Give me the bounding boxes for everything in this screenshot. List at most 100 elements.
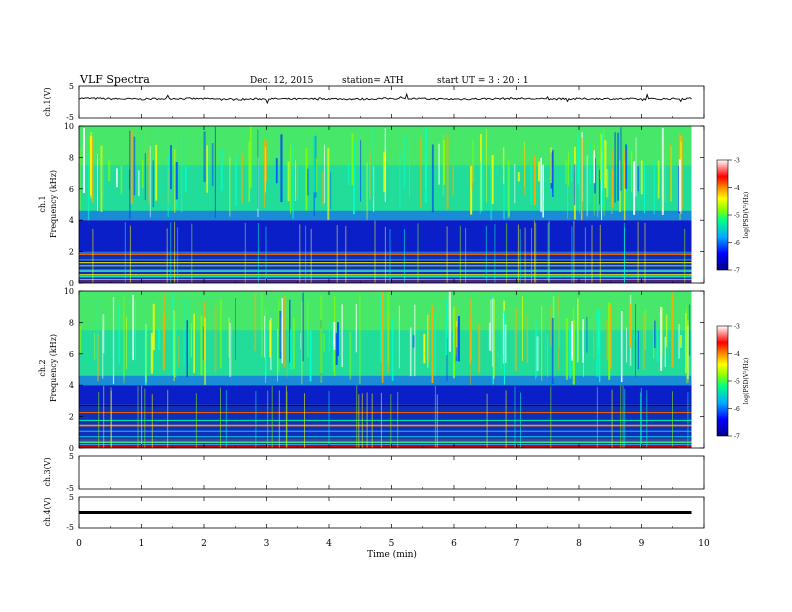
- spec-burst: [398, 305, 400, 369]
- spec-burst: [514, 164, 516, 204]
- spec-burst-low: [390, 393, 392, 448]
- spec-burst: [301, 300, 303, 385]
- spec-burst: [97, 154, 98, 212]
- spec-burst-low: [304, 393, 305, 448]
- spec-burst-low: [517, 224, 519, 283]
- spec-burst: [662, 166, 664, 214]
- spec-burst-low: [486, 393, 488, 448]
- spec-burst: [658, 165, 660, 186]
- spec-burst-low: [640, 392, 641, 448]
- spec-burst-low: [550, 386, 552, 448]
- spec-burst: [315, 157, 318, 192]
- spec-burst-low: [403, 229, 405, 283]
- spec-burst-low: [417, 223, 419, 283]
- spec-burst: [152, 303, 155, 351]
- spec-burst: [126, 316, 127, 370]
- spec-burst: [603, 128, 605, 216]
- spec-burst: [458, 316, 460, 362]
- spec-burst-low: [384, 226, 386, 283]
- spec-burst: [183, 295, 185, 367]
- spec-burst: [332, 323, 334, 366]
- spec-burst: [606, 319, 608, 361]
- spec-burst: [145, 127, 147, 187]
- spec-burst: [264, 146, 266, 193]
- spec-burst: [351, 133, 354, 185]
- spec-burst: [102, 329, 104, 379]
- spec-burst: [680, 141, 682, 214]
- spec-burst: [530, 165, 533, 205]
- spec-tone-line: [79, 419, 692, 421]
- spec-burst: [349, 331, 352, 380]
- spec-burst: [202, 326, 204, 361]
- spec-burst: [149, 146, 151, 218]
- spec-burst: [292, 317, 295, 370]
- spec-burst-low: [286, 391, 288, 448]
- spec-burst: [193, 313, 195, 373]
- spec-burst: [174, 316, 177, 378]
- spec-burst: [337, 322, 339, 357]
- spec-burst-low: [520, 392, 521, 448]
- spec-burst: [82, 127, 85, 194]
- spec-burst-low: [524, 227, 526, 283]
- spec-burst: [181, 135, 183, 213]
- spec-burst: [307, 300, 309, 357]
- spec-burst-low: [305, 225, 307, 283]
- spec-burst: [538, 161, 540, 182]
- spec-burst: [582, 318, 584, 363]
- spec-burst: [685, 312, 687, 374]
- spec-burst: [471, 163, 473, 190]
- spec-burst: [328, 321, 330, 353]
- spec-burst: [214, 305, 217, 373]
- spec-burst-low: [358, 394, 360, 448]
- spec-burst: [524, 149, 526, 196]
- ch3-ytick-bottom: -5: [66, 484, 74, 493]
- spec-burst: [586, 155, 588, 217]
- spec-burst: [680, 334, 682, 348]
- spec-burst: [502, 313, 504, 364]
- spec-tone-line: [79, 444, 692, 446]
- spec-burst: [599, 170, 600, 205]
- spec-burst: [399, 150, 401, 209]
- spec-burst-low: [299, 224, 301, 283]
- spec-burst-low: [596, 387, 598, 448]
- spec-transition-band: [79, 210, 692, 221]
- spec-burst: [254, 293, 257, 352]
- spec-burst-low: [620, 385, 622, 448]
- ch3-ylabel: ch.3(V): [43, 457, 52, 486]
- spec-burst: [144, 153, 146, 200]
- spec-burst: [269, 320, 271, 358]
- spec-burst: [633, 161, 636, 215]
- ch4-ytick-top: 5: [69, 493, 74, 502]
- spec-burst: [79, 149, 81, 211]
- spec-burst: [102, 314, 105, 354]
- colorbar-tick-label: -7: [734, 434, 740, 441]
- spec-burst: [129, 169, 131, 190]
- spec-burst: [660, 306, 663, 371]
- spec-burst: [603, 133, 605, 182]
- spec-burst: [619, 160, 621, 213]
- spec-ytick-label: 2: [69, 248, 74, 257]
- spec-burst: [184, 165, 187, 193]
- spec-burst: [664, 137, 666, 203]
- spec-burst: [366, 162, 368, 220]
- spec-burst-low: [591, 225, 593, 283]
- spec-burst-low: [336, 225, 338, 283]
- spec-burst-low: [366, 392, 368, 448]
- spec-burst: [442, 134, 444, 196]
- spec-burst: [118, 304, 121, 364]
- x-axis: 0 1 2 3 4 5 6 7 8 9 10: [76, 86, 710, 549]
- spec-burst: [488, 322, 491, 351]
- spec-burst-low: [110, 390, 112, 448]
- spec-burst: [533, 156, 536, 206]
- spec-burst: [445, 299, 448, 356]
- spec-burst: [261, 293, 263, 357]
- colorbar-tick-label: -6: [734, 406, 740, 413]
- spec-burst: [541, 305, 543, 381]
- spec-burst: [200, 315, 203, 376]
- spec-burst: [656, 326, 659, 363]
- spec-burst: [158, 329, 161, 350]
- spec-burst-low: [137, 386, 139, 448]
- ch1-spec-ylabel-frequency: Frequency (kHz): [49, 170, 58, 238]
- spec-burst: [333, 334, 335, 372]
- spec-burst: [610, 151, 613, 215]
